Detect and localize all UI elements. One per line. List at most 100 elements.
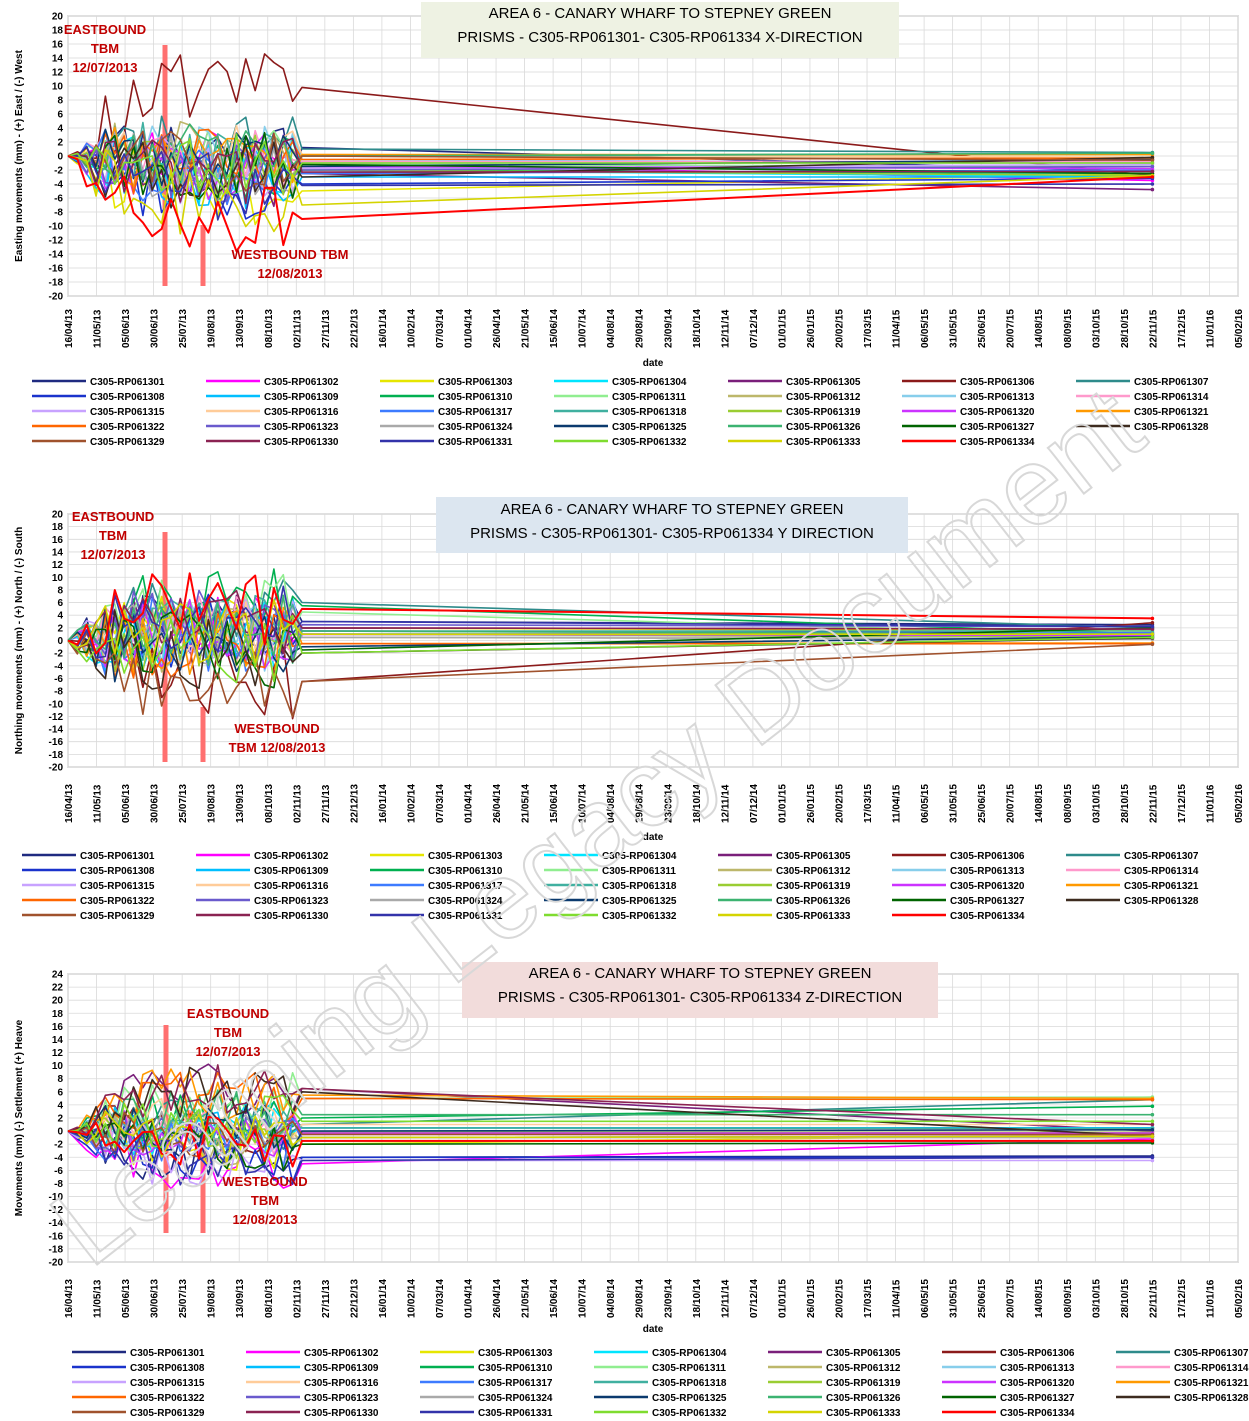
y-tick-label: -2 [54, 166, 63, 177]
x-tick-label: 16/04/13 [64, 1279, 75, 1318]
y-tick-label: 2 [57, 1114, 63, 1125]
chart-3: -20-18-16-14-12-10-8-6-4-202468101214161… [14, 962, 1249, 1419]
legend-label: C305-RP061308 [130, 1363, 205, 1374]
x-tick-label: 13/09/13 [235, 784, 246, 823]
x-tick-label: 17/12/15 [1177, 784, 1188, 823]
x-tick-label: 31/05/15 [949, 1279, 960, 1318]
legend-label: C305-RP061322 [90, 422, 165, 433]
series-line [67, 1066, 1153, 1138]
x-tick-label: 06/05/15 [920, 784, 931, 823]
series-line [67, 137, 1153, 205]
x-tick-label: 04/08/14 [606, 309, 617, 348]
tbm-annotation: 12/08/2013 [232, 1212, 297, 1227]
series-end-marker [1150, 1134, 1155, 1139]
legend-label: C305-RP061307 [1174, 1348, 1249, 1359]
x-tick-label: 10/07/14 [578, 309, 589, 348]
y-tick-label: 12 [52, 68, 64, 79]
y-tick-label: 10 [52, 82, 64, 93]
legend-label: C305-RP061320 [950, 881, 1025, 892]
legend-label: C305-RP061315 [80, 881, 155, 892]
legend-label: C305-RP061318 [602, 881, 677, 892]
y-tick-label: -14 [49, 1218, 64, 1229]
series-end-marker [1150, 624, 1155, 629]
x-tick-label: 07/03/14 [435, 1279, 446, 1318]
legend-label: C305-RP061329 [80, 911, 155, 922]
legend-label: C305-RP061307 [1124, 851, 1199, 862]
x-tick-label: 01/04/14 [464, 1279, 475, 1318]
y-tick-label: 20 [52, 510, 64, 521]
x-tick-label: 29/08/14 [635, 1279, 646, 1318]
x-tick-label: 17/03/15 [863, 1279, 874, 1318]
x-tick-label: 14/08/15 [1034, 309, 1045, 348]
legend-label: C305-RP061311 [602, 866, 676, 877]
series-end-marker [1150, 632, 1155, 636]
chart-title-box [436, 497, 908, 553]
legend-label: C305-RP061315 [130, 1378, 205, 1389]
y-tick-label: 6 [57, 598, 63, 609]
series-end-marker [1150, 616, 1155, 621]
legend-label: C305-RP061319 [786, 407, 861, 418]
series-line [67, 1089, 1153, 1143]
x-tick-label: 11/05/13 [93, 784, 104, 823]
legend-label: C305-RP061309 [304, 1363, 379, 1374]
x-tick-label: 16/04/13 [64, 309, 75, 348]
x-tick-label: 03/10/15 [1091, 309, 1102, 348]
x-tick-label: 20/02/15 [834, 1279, 845, 1318]
series-end-marker [1150, 158, 1155, 162]
x-tick-label: 10/02/14 [406, 309, 417, 348]
x-tick-label: 11/04/15 [892, 784, 903, 823]
x-tick-label: 08/10/13 [264, 784, 275, 823]
y-tick-label: 0 [57, 636, 63, 647]
x-tick-label: 15/06/14 [549, 309, 560, 348]
series-end-marker [1150, 1104, 1155, 1109]
x-tick-label: 03/10/15 [1091, 1279, 1102, 1318]
chart-1: -20-18-16-14-12-10-8-6-4-202468101214161… [14, 2, 1245, 448]
tbm-annotation: WESTBOUND [222, 1174, 307, 1189]
y-tick-label: 10 [52, 1061, 64, 1072]
legend-label: C305-RP061314 [1134, 392, 1209, 403]
y-tick-label: 12 [52, 1048, 64, 1059]
x-tick-label: 10/07/14 [578, 784, 589, 823]
x-tick-label: 03/10/15 [1091, 784, 1102, 823]
x-tick-label: 05/02/16 [1234, 1279, 1245, 1318]
y-tick-label: 18 [52, 1009, 64, 1020]
x-tick-label: 21/05/14 [521, 784, 532, 823]
x-tick-label: 13/09/13 [235, 309, 246, 348]
x-tick-label: 21/05/14 [521, 1279, 532, 1318]
y-tick-label: 18 [52, 522, 64, 533]
x-tick-label: 07/12/14 [749, 309, 760, 348]
tbm-annotation: 12/07/2013 [80, 547, 145, 562]
x-axis-label: date [643, 832, 664, 843]
y-tick-label: 0 [57, 152, 63, 163]
legend-label: C305-RP061305 [826, 1348, 901, 1359]
x-tick-label: 11/01/16 [1205, 309, 1216, 348]
series-line [67, 53, 1153, 177]
series-line [67, 610, 1153, 690]
legend-label: C305-RP061314 [1174, 1363, 1249, 1374]
x-tick-label: 29/08/14 [635, 784, 646, 823]
legend-label: C305-RP061329 [130, 1408, 205, 1419]
series-end-marker [1150, 169, 1155, 174]
legend-label: C305-RP061330 [264, 437, 339, 448]
series-line [67, 1126, 1153, 1186]
y-tick-label: 24 [52, 970, 64, 981]
x-tick-label: 11/04/15 [892, 1279, 903, 1318]
series-end-marker [1150, 164, 1155, 169]
legend-label: C305-RP061323 [264, 422, 339, 433]
y-tick-label: -20 [49, 1258, 64, 1269]
legend-label: C305-RP061331 [478, 1408, 553, 1419]
legend-label: C305-RP061311 [612, 392, 686, 403]
chart-title-line: AREA 6 - CANARY WHARF TO STEPNEY GREEN [501, 501, 844, 518]
y-tick-label: 18 [52, 26, 64, 37]
series-line [67, 148, 1153, 235]
legend-label: C305-RP061309 [264, 392, 339, 403]
x-tick-label: 07/03/14 [435, 784, 446, 823]
legend-label: C305-RP061328 [1124, 896, 1199, 907]
series-end-marker [1150, 642, 1155, 647]
x-tick-label: 30/06/13 [150, 1279, 161, 1318]
tbm-annotation: WESTBOUND [234, 721, 319, 736]
y-tick-label: 12 [52, 560, 64, 571]
y-tick-label: -4 [54, 661, 63, 672]
x-tick-label: 19/08/13 [207, 309, 218, 348]
y-tick-label: 8 [57, 585, 63, 596]
